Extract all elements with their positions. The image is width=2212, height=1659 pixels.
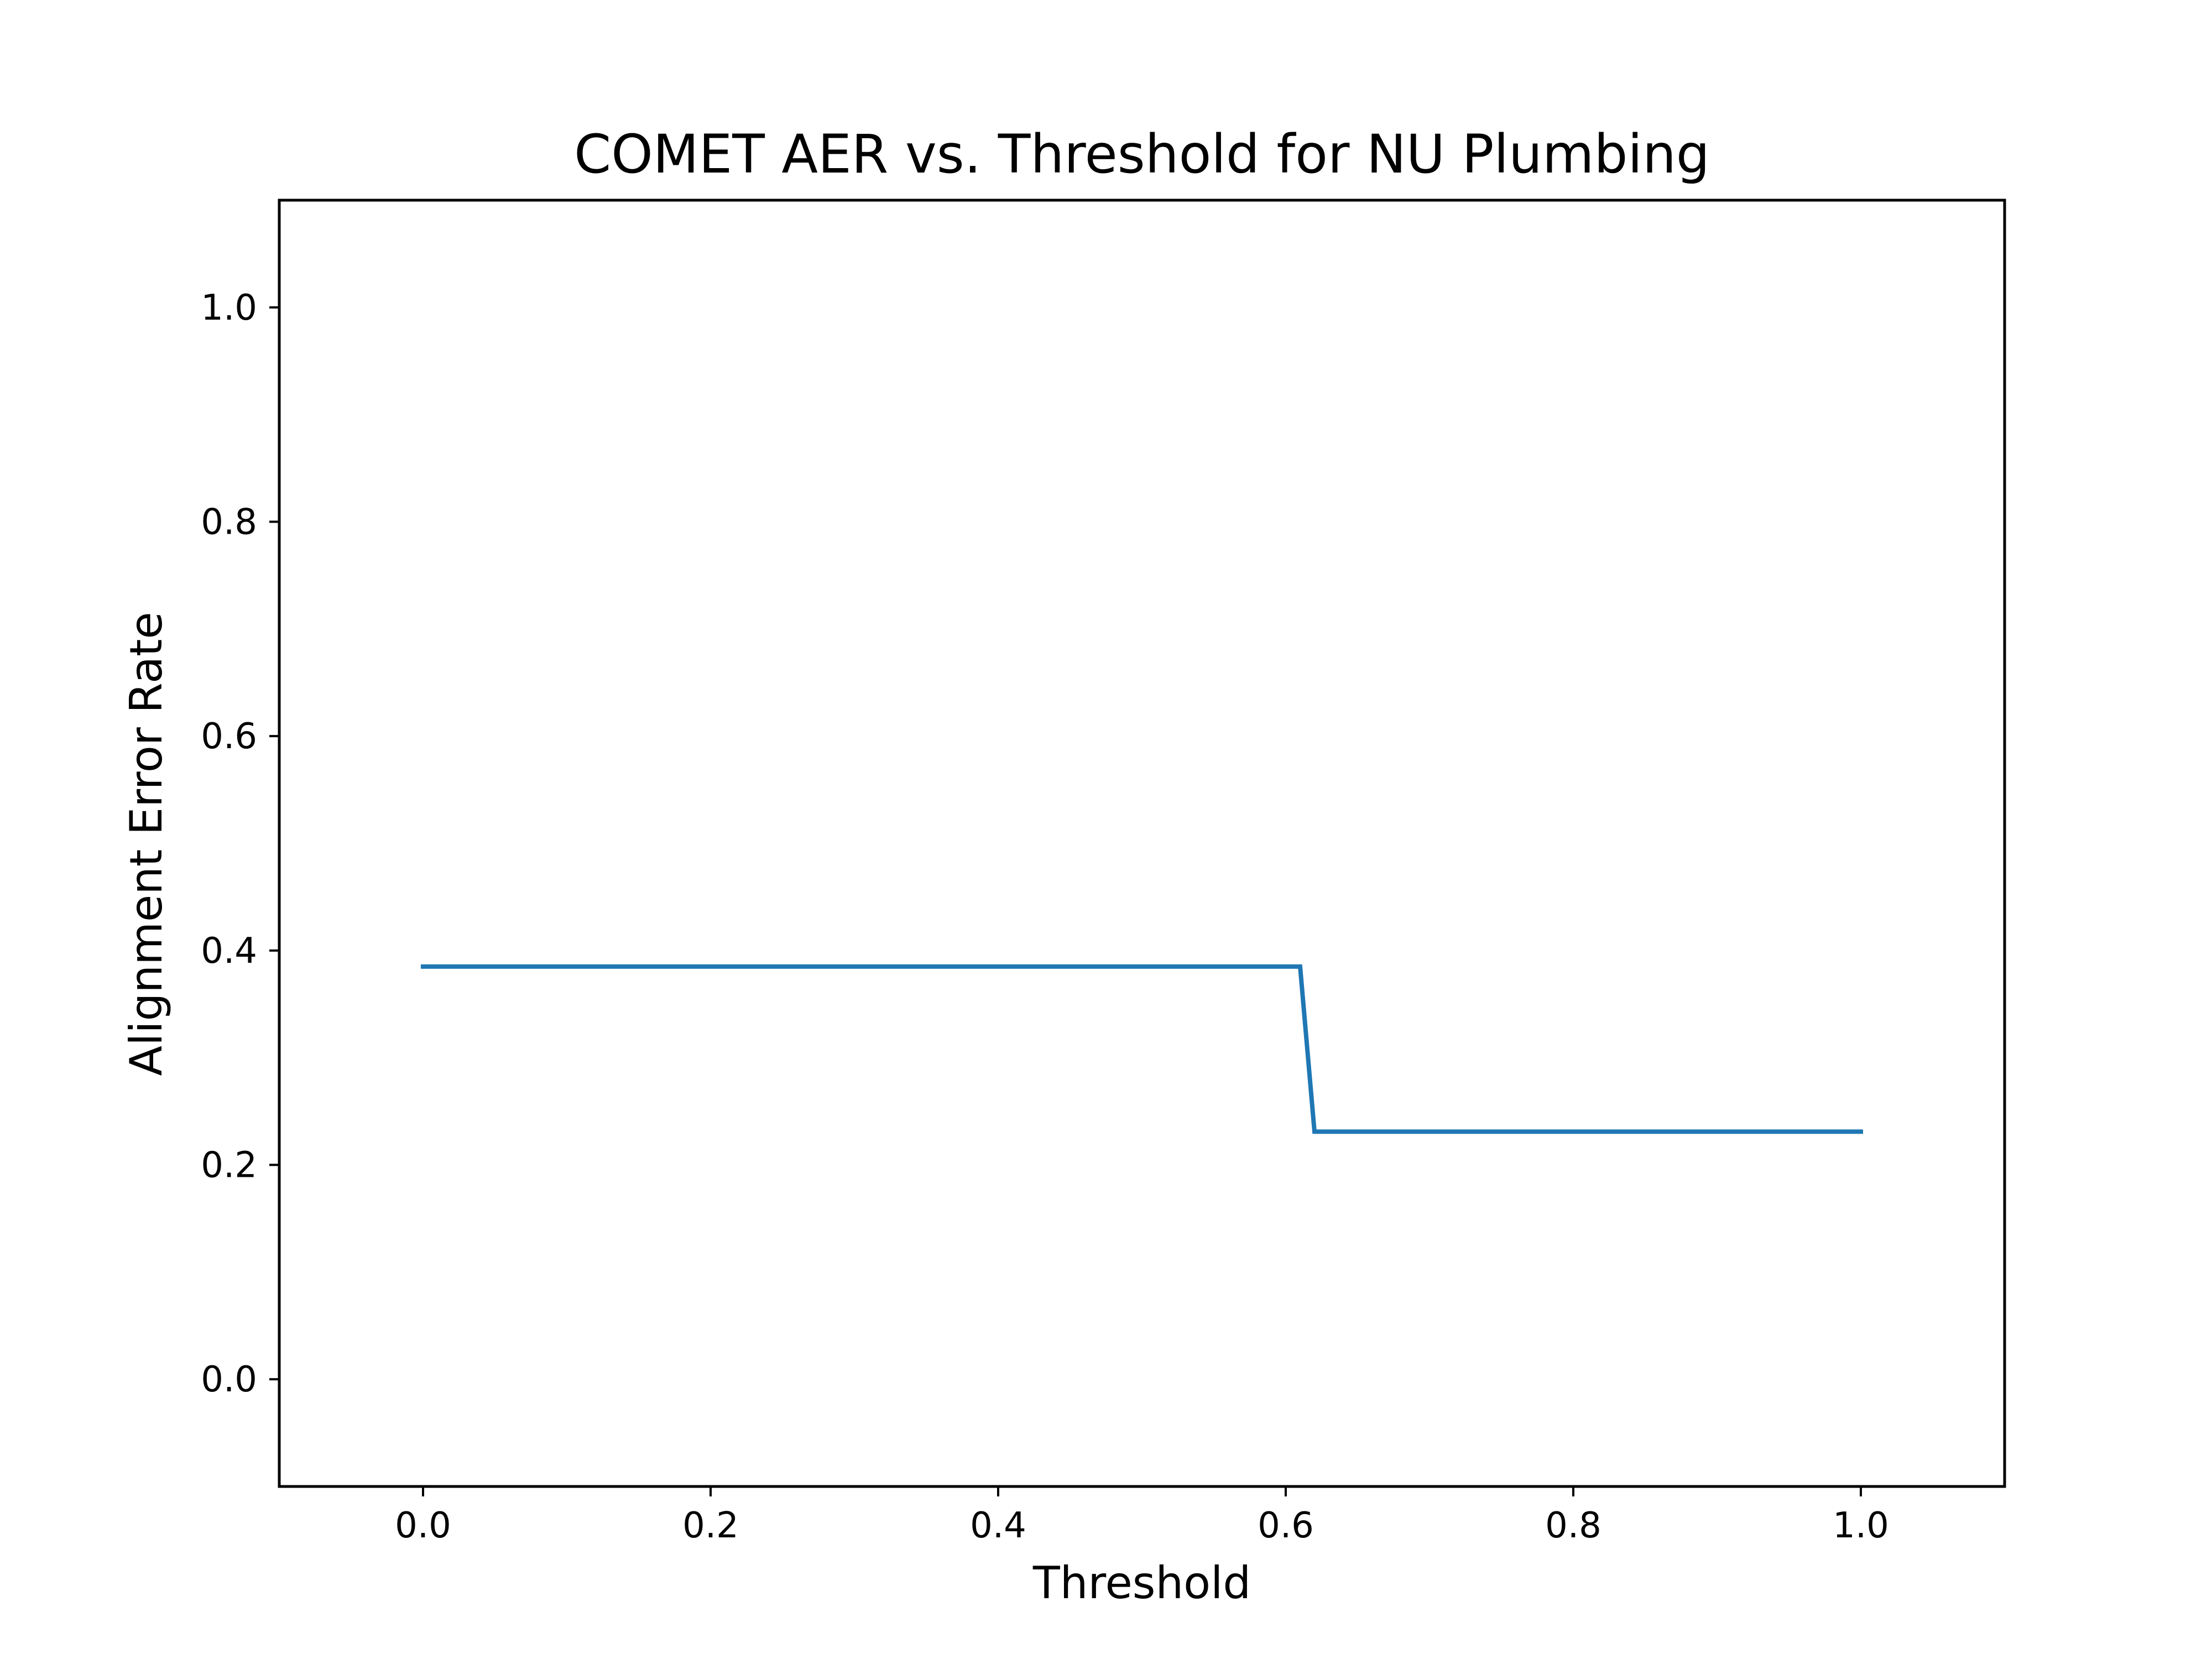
y-tick-label: 0.8 (201, 502, 257, 543)
y-tick-label: 0.0 (201, 1359, 257, 1400)
chart-title: COMET AER vs. Threshold for NU Plumbing (574, 123, 1710, 185)
x-tick-label: 0.8 (1545, 1505, 1601, 1546)
y-axis-label: Alignment Error Rate (121, 612, 172, 1076)
y-tick-label: 0.2 (201, 1145, 257, 1186)
y-tick-label: 0.6 (201, 716, 257, 757)
y-tick-label: 0.4 (201, 931, 257, 972)
x-axis-label: Threshold (1032, 1557, 1251, 1609)
series-line-0 (421, 964, 1863, 1134)
axes-frame (278, 199, 2006, 1488)
x-tick-label: 0.2 (682, 1505, 739, 1546)
x-tick-label: 0.0 (395, 1505, 451, 1546)
x-axis-ticks: 0.0 0.2 0.4 0.6 0.8 1.0 (395, 1486, 1889, 1546)
y-tick-label: 1.0 (201, 288, 257, 328)
plot-area: 0.0 0.2 0.4 0.6 0.8 1.0 0.0 0.2 0.4 0.6 0.8 1.0 (201, 199, 2006, 1546)
y-axis-ticks: 0.0 0.2 0.4 0.6 0.8 1.0 (201, 288, 279, 1400)
x-tick-label: 1.0 (1833, 1505, 1889, 1546)
x-tick-label: 0.4 (970, 1505, 1026, 1546)
series-layer (421, 964, 1863, 1134)
x-tick-label: 0.6 (1258, 1505, 1314, 1546)
